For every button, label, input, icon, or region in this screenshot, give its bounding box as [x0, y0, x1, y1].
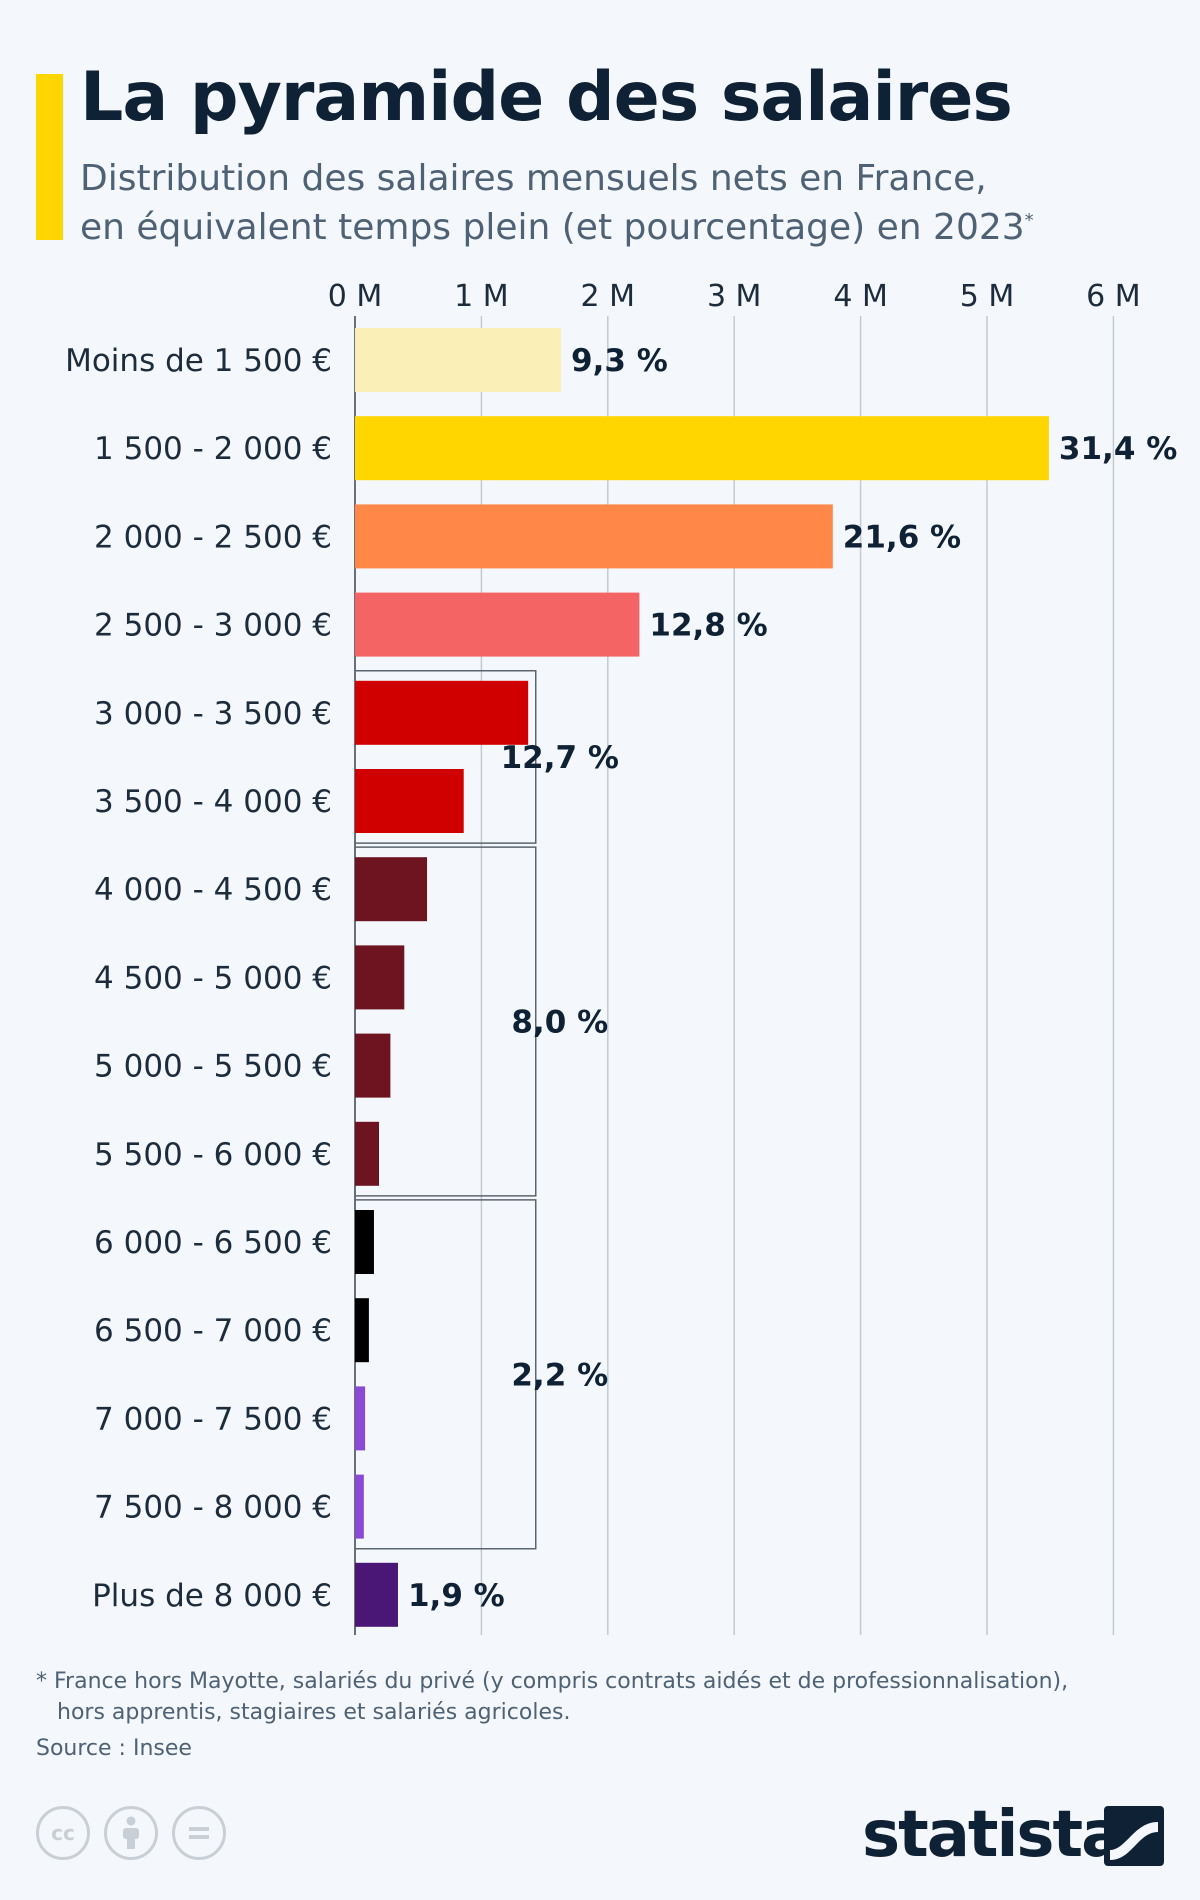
person-icon: [123, 1816, 139, 1849]
x-tick-label: 5 M: [960, 279, 1015, 314]
x-tick-label: 4 M: [833, 279, 888, 314]
bar-value-label: 1,9 %: [408, 1578, 505, 1614]
x-tick-label: 0 M: [328, 279, 383, 314]
bar: [355, 1474, 364, 1539]
x-tick-label: 6 M: [1086, 279, 1141, 314]
category-label: 3 500 - 4 000 €: [94, 784, 332, 820]
bar-chart: 0 M 1 M 2 M 3 M 4 M 5 M 6 M 12,7 % 8,0 % 2,2 % Moi…: [65, 279, 1177, 1635]
group-bracket: [355, 669, 537, 844]
chart-subtitle: Distribution des salaires mensuels nets …: [80, 154, 1034, 252]
bar: [355, 1033, 391, 1098]
category-label: Plus de 8 000 €: [92, 1578, 332, 1614]
x-tick-label: 2 M: [581, 279, 636, 314]
footnote-line-2: hors apprentis, stagiaires et salariés a…: [57, 1700, 571, 1725]
by-attribution-icon[interactable]: [104, 1806, 158, 1860]
category-label: 4 500 - 5 000 €: [94, 960, 332, 996]
bar: [355, 1562, 398, 1627]
equals-icon: [189, 1827, 209, 1839]
nd-equals-icon[interactable]: [172, 1806, 226, 1860]
group-label: 8,0 %: [511, 1005, 608, 1041]
cc-icon[interactable]: cc: [36, 1806, 90, 1860]
footnote: * France hors Mayotte, salariés du privé…: [36, 1666, 1176, 1728]
category-label: 2 000 - 2 500 €: [94, 519, 332, 555]
bar: [355, 945, 405, 1010]
category-label: 2 500 - 3 000 €: [94, 608, 332, 644]
category-label: Moins de 1 500 €: [65, 343, 332, 379]
bar: [355, 592, 640, 657]
bar: [355, 1386, 366, 1451]
group-bracket: [355, 846, 537, 1197]
statista-logo-icon: [1104, 1806, 1164, 1866]
subtitle-line-1: Distribution des salaires mensuels nets …: [80, 158, 987, 199]
category-label: 4 000 - 4 500 €: [94, 872, 332, 908]
subtitle-line-2: en équivalent temps plein (et pourcentag…: [80, 207, 1025, 248]
bar: [355, 1298, 369, 1363]
bar: [355, 857, 428, 922]
source-note: Source : Insee: [36, 1736, 192, 1761]
license-icons: cc: [36, 1806, 226, 1860]
bar-value-label: 21,6 %: [843, 519, 961, 555]
bar: [355, 680, 529, 745]
category-label: 6 500 - 7 000 €: [94, 1313, 332, 1349]
category-label: 6 000 - 6 500 €: [94, 1225, 332, 1261]
group-bracket: [355, 1199, 537, 1550]
bar: [355, 504, 833, 569]
group-label: 12,7 %: [501, 740, 619, 776]
x-tick-label: 3 M: [707, 279, 762, 314]
category-label: 1 500 - 2 000 €: [94, 431, 332, 467]
bar: [355, 416, 1049, 481]
category-label: 3 000 - 3 500 €: [94, 696, 332, 732]
footnote-line-1: * France hors Mayotte, salariés du privé…: [36, 1669, 1069, 1694]
chart-title: La pyramide des salaires: [80, 58, 1013, 137]
category-label: 5 500 - 6 000 €: [94, 1137, 332, 1173]
subtitle-footnote-marker: *: [1024, 210, 1034, 231]
title-accent-bar: [36, 74, 63, 240]
statista-logo-text[interactable]: statista: [862, 1798, 1124, 1872]
group-label: 2,2 %: [511, 1357, 608, 1393]
bar: [355, 769, 464, 833]
bar-value-label: 9,3 %: [571, 343, 668, 379]
category-label: 7 500 - 8 000 €: [94, 1490, 332, 1526]
category-label: 7 000 - 7 500 €: [94, 1401, 332, 1437]
bar: [355, 1121, 380, 1186]
bar: [355, 328, 562, 392]
bar-value-label: 12,8 %: [649, 608, 767, 644]
category-label: 5 000 - 5 500 €: [94, 1049, 332, 1085]
bar-value-label: 31,4 %: [1059, 431, 1177, 467]
bar: [355, 1210, 374, 1274]
x-tick-label: 1 M: [454, 279, 509, 314]
